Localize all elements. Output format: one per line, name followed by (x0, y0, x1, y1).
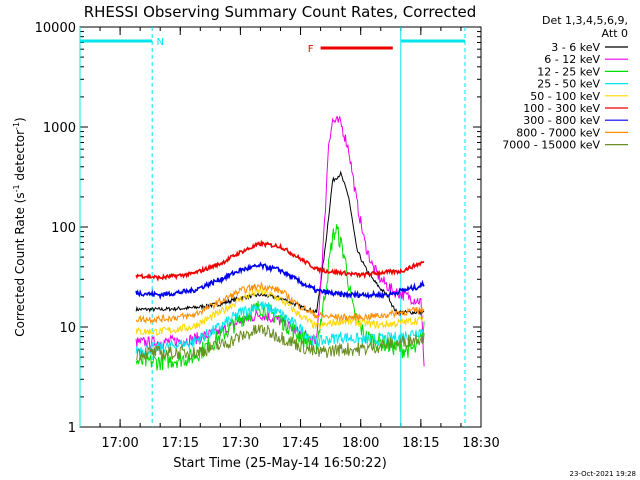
series-line-2 (135, 224, 425, 371)
y-axis-label-main: Corrected Count Rate (s (13, 192, 27, 336)
legend-header-line1: Det 1,3,4,5,6,9, (542, 14, 628, 27)
flag-label-f: F (308, 44, 314, 55)
x-tick-label: 17:15 (162, 436, 199, 451)
legend-label: 800 - 7000 keV (516, 126, 600, 139)
y-tick-label: 1 (68, 421, 76, 436)
y-tick-label: 100 (51, 221, 76, 236)
series-line-4 (135, 286, 425, 337)
series-line-0 (135, 170, 425, 317)
y-axis-label: Corrected Count Rate (s-1 detector-1) (12, 117, 27, 336)
series-line-5 (135, 239, 425, 282)
legend-label: 100 - 300 keV (523, 102, 600, 115)
series-line-6 (135, 261, 425, 300)
x-tick-label: 17:30 (222, 436, 259, 451)
plot-frame (79, 26, 482, 428)
legend-label: 12 - 25 keV (537, 65, 600, 78)
legend-label: 50 - 100 keV (530, 90, 600, 103)
x-tick-label: 18:30 (462, 436, 499, 451)
chart-title: RHESSI Observing Summary Count Rates, Co… (84, 3, 477, 21)
y-axis-label-end: ) (13, 117, 27, 122)
y-tick-label: 10 (59, 321, 76, 336)
flag-label-n: N (156, 37, 163, 48)
legend-label: 3 - 6 keV (551, 41, 600, 54)
series-line-3 (135, 301, 425, 356)
y-axis-label-sup1: -1 (12, 184, 21, 192)
x-tick-label: 17:00 (101, 436, 138, 451)
legend-label: 6 - 12 keV (544, 53, 600, 66)
y-tick-label: 10000 (35, 21, 76, 36)
x-tick-label: 17:45 (282, 436, 319, 451)
series-line-7 (135, 281, 425, 324)
legend-header-line2: Att 0 (602, 27, 628, 40)
y-tick-label: 1000 (43, 121, 76, 136)
y-axis-label-mid: detector (13, 130, 27, 185)
series-line-8 (135, 324, 425, 362)
y-axis-label-sup2: -1 (12, 122, 21, 130)
legend-label: 300 - 800 keV (523, 114, 600, 127)
x-tick-label: 18:00 (342, 436, 379, 451)
timestamp: 23-Oct-2021 19:28 (570, 470, 636, 478)
x-tick-label: 18:15 (402, 436, 439, 451)
x-axis-label: Start Time (25-May-14 16:50:22) (173, 456, 387, 471)
legend-label: 25 - 50 keV (537, 78, 600, 91)
plot-area: 1 10 100 1000 10000 17:00 17:15 17:30 17:45 18:00… (35, 21, 500, 451)
legend-label: 7000 - 15000 keV (502, 139, 600, 152)
